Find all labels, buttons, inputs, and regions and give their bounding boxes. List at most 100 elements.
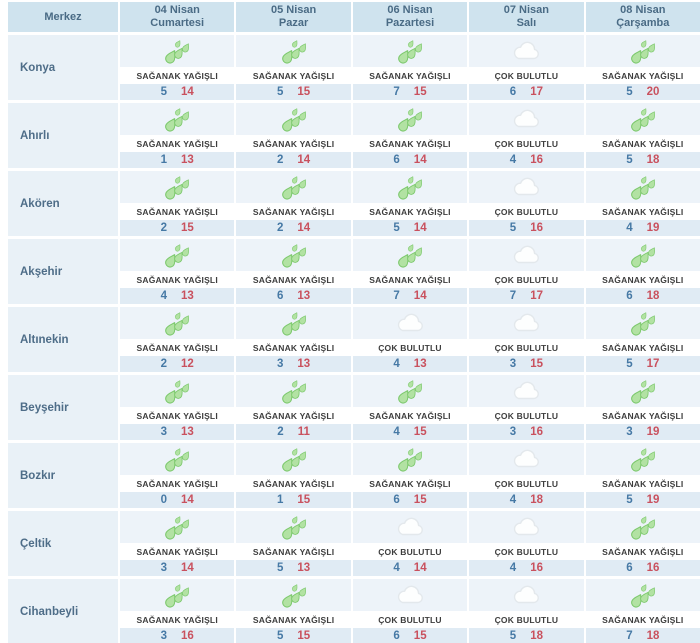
temperature-strip: 3 14 (120, 560, 235, 576)
forecast-cell: ÇOK BULUTLU 5 18 (469, 579, 584, 643)
header-date: 07 Nisan (503, 4, 550, 16)
weather-icon-zone (585, 579, 700, 611)
weather-icon-zone (236, 103, 351, 135)
weather-icon-zone (585, 375, 700, 407)
weather-icon-zone (469, 307, 584, 339)
temperature-strip: 3 15 (469, 356, 584, 372)
min-temp: 5 (393, 222, 400, 234)
condition-strip: SAĞANAK YAĞIŞLI (352, 203, 468, 220)
min-temp: 5 (276, 630, 284, 642)
min-temp: 5 (276, 86, 284, 98)
min-temp: 7 (626, 630, 633, 642)
rain-shower-icon (627, 37, 659, 65)
forecast-cell: SAĞANAK YAĞIŞLI 1 15 (236, 443, 351, 508)
condition-strip: ÇOK BULUTLU (469, 67, 584, 84)
min-temp: 3 (509, 358, 517, 370)
header-weekday: Cumartesi (150, 17, 205, 29)
forecast-cell: SAĞANAK YAĞIŞLI 6 15 (352, 443, 468, 508)
min-temp: 2 (160, 358, 167, 370)
condition-strip: SAĞANAK YAĞIŞLI (120, 203, 235, 220)
city-name[interactable]: Beyşehir (8, 375, 118, 440)
temperature-strip: 5 13 (236, 560, 351, 576)
max-temp: 16 (530, 222, 543, 234)
forecast-row: Konya SAĞANAK YAĞIŞLI (8, 35, 700, 100)
forecast-cell: ÇOK BULUTLU 6 15 (352, 579, 468, 643)
city-name[interactable]: Ahırlı (8, 103, 118, 168)
temperature-strip: 5 15 (236, 84, 351, 100)
max-temp: 18 (530, 630, 543, 642)
condition-strip: SAĞANAK YAĞIŞLI (236, 271, 351, 288)
forecast-cell: SAĞANAK YAĞIŞLI 5 13 (236, 511, 351, 576)
header-date: 05 Nisan (270, 4, 317, 16)
city-name[interactable]: Akören (8, 171, 118, 236)
rain-shower-icon (278, 241, 310, 269)
rain-shower-icon (394, 377, 426, 405)
forecast-cell: ÇOK BULUTLU 3 15 (469, 307, 584, 372)
forecast-cell: SAĞANAK YAĞIŞLI 7 18 (585, 579, 700, 643)
max-temp: 15 (297, 494, 311, 506)
temperature-strip: 5 16 (469, 220, 584, 236)
city-name[interactable]: Bozkır (8, 443, 118, 508)
cloudy-icon (509, 581, 543, 609)
merkez-label: Merkez (44, 10, 82, 23)
weather-icon-zone (469, 511, 584, 543)
condition-label: ÇOK BULUTLU (378, 342, 442, 353)
min-temp: 6 (626, 290, 633, 302)
rain-shower-icon (394, 445, 426, 473)
rain-shower-icon (627, 105, 659, 133)
max-temp: 18 (646, 630, 660, 642)
city-name[interactable]: Çeltik (8, 511, 118, 576)
condition-label: SAĞANAK YAĞIŞLI (369, 274, 451, 285)
forecast-row: Bozkır SAĞANAK YAĞIŞLI (8, 443, 700, 508)
max-temp: 19 (646, 426, 660, 438)
condition-label: SAĞANAK YAĞIŞLI (252, 138, 335, 149)
temperature-strip: 5 14 (120, 84, 235, 100)
weather-icon-zone (120, 35, 235, 67)
min-temp: 7 (509, 290, 517, 302)
condition-label: ÇOK BULUTLU (494, 342, 559, 353)
cloudy-icon (509, 377, 543, 405)
header-date: 08 Nisan (620, 4, 666, 16)
max-temp: 17 (646, 358, 660, 370)
condition-label: SAĞANAK YAĞIŞLI (369, 478, 451, 489)
rain-shower-icon (161, 241, 193, 269)
city-name[interactable]: Cihanbeyli (8, 579, 118, 643)
condition-label: SAĞANAK YAĞIŞLI (602, 342, 684, 353)
city-name[interactable]: Altınekin (8, 307, 118, 372)
temperature-strip: 3 13 (120, 424, 235, 440)
rain-shower-icon (278, 105, 310, 133)
max-temp: 13 (297, 562, 311, 574)
city-name[interactable]: Konya (8, 35, 118, 100)
weather-icon-zone (585, 171, 700, 203)
header-weekday: Pazartesi (385, 17, 435, 29)
forecast-row: Beyşehir SAĞANAK YAĞIŞLI (8, 375, 700, 440)
forecast-cell: SAĞANAK YAĞIŞLI 5 20 (585, 35, 700, 100)
max-temp: 16 (530, 154, 543, 166)
rain-shower-icon (394, 37, 426, 65)
weather-icon-zone (352, 579, 468, 611)
condition-strip: SAĞANAK YAĞIŞLI (352, 407, 468, 424)
condition-label: SAĞANAK YAĞIŞLI (602, 478, 684, 489)
cloudy-icon (509, 309, 543, 337)
min-temp: 3 (626, 426, 633, 438)
condition-label: SAĞANAK YAĞIŞLI (252, 410, 335, 421)
condition-label: SAĞANAK YAĞIŞLI (602, 206, 684, 217)
max-temp: 16 (646, 562, 660, 574)
min-temp: 6 (393, 494, 400, 506)
forecast-cell: SAĞANAK YAĞIŞLI 3 14 (120, 511, 235, 576)
max-temp: 18 (646, 154, 660, 166)
forecast-cell: SAĞANAK YAĞIŞLI 2 11 (236, 375, 351, 440)
temperature-strip: 4 18 (469, 492, 584, 508)
weather-icon-zone (120, 443, 235, 475)
weather-icon-zone (585, 35, 700, 67)
min-temp: 5 (626, 154, 633, 166)
temperature-strip: 4 15 (352, 424, 468, 440)
condition-strip: SAĞANAK YAĞIŞLI (236, 339, 351, 356)
condition-strip: ÇOK BULUTLU (469, 611, 584, 628)
weather-icon-zone (120, 307, 235, 339)
forecast-cell: ÇOK BULUTLU 4 16 (469, 511, 584, 576)
rain-shower-icon (627, 445, 659, 473)
temperature-strip: 4 16 (469, 560, 584, 576)
condition-strip: SAĞANAK YAĞIŞLI (585, 67, 700, 84)
city-name[interactable]: Akşehir (8, 239, 118, 304)
